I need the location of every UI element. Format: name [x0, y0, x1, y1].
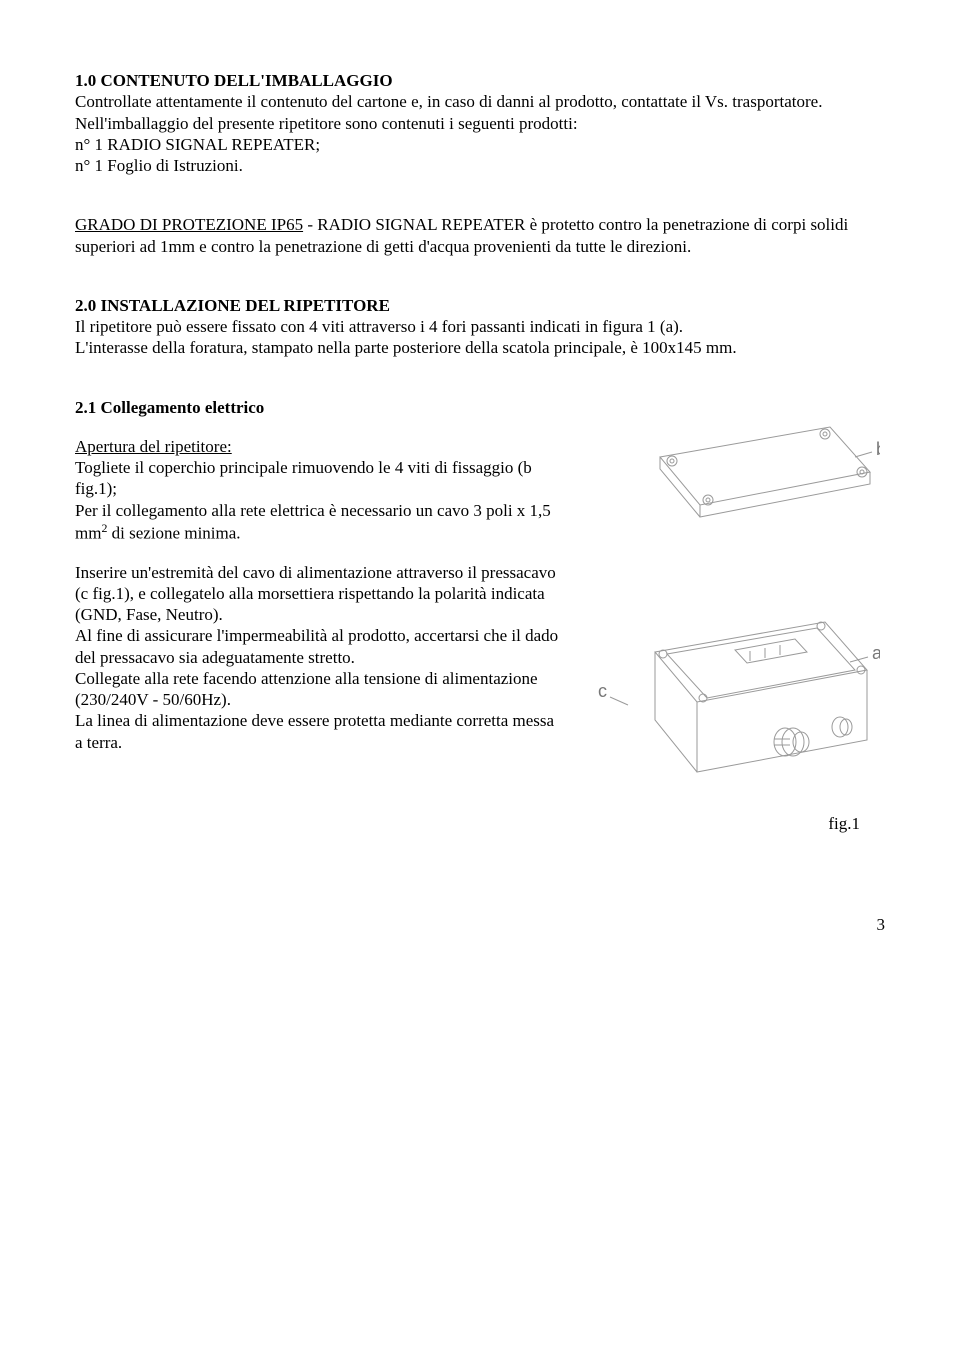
list-item-1: n° 1 RADIO SIGNAL REPEATER;: [75, 134, 890, 155]
figure-caption: fig.1: [580, 813, 890, 834]
heading-1: 1.0 CONTENUTO DELL'IMBALLAGGIO: [75, 70, 890, 91]
device-diagram: b c a: [580, 397, 880, 807]
ip65-para: GRADO DI PROTEZIONE IP65 - RADIO SIGNAL …: [75, 214, 890, 257]
para-1-2: Nell'imballaggio del presente ripetitore…: [75, 113, 890, 134]
page-number: 3: [75, 914, 890, 935]
para-1-1: Controllate attentamente il contenuto de…: [75, 91, 890, 112]
ip65-label: GRADO DI PROTEZIONE IP65: [75, 215, 303, 234]
section-2-1: b c a fig.1 2.1 Collegamento elettrico A…: [75, 397, 890, 834]
list-item-2: n° 1 Foglio di Istruzioni.: [75, 155, 890, 176]
fig-label-a: a: [872, 643, 880, 663]
figure-1: b c a fig.1: [580, 397, 890, 834]
para-2-2: L'interasse della foratura, stampato nel…: [75, 337, 890, 358]
section-2: 2.0 INSTALLAZIONE DEL RIPETITORE Il ripe…: [75, 295, 890, 359]
ip65-block: GRADO DI PROTEZIONE IP65 - RADIO SIGNAL …: [75, 214, 890, 257]
heading-2: 2.0 INSTALLAZIONE DEL RIPETITORE: [75, 295, 890, 316]
para-2-1: Il ripetitore può essere fissato con 4 v…: [75, 316, 890, 337]
fig-label-b: b: [876, 439, 880, 459]
fig-label-c: c: [598, 681, 607, 701]
section-1: 1.0 CONTENUTO DELL'IMBALLAGGIO Controlla…: [75, 70, 890, 176]
